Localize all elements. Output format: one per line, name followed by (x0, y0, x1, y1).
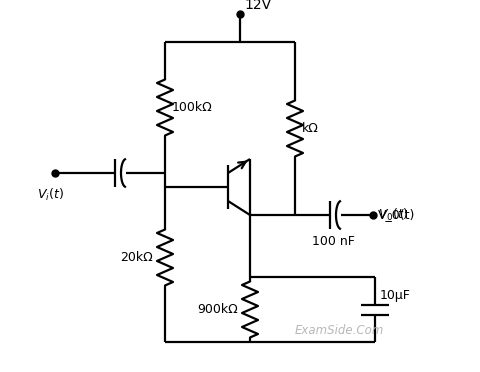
Text: kΩ: kΩ (301, 122, 318, 135)
Text: 12V: 12V (243, 0, 271, 12)
Text: $V_0(t)$: $V_0(t)$ (377, 207, 407, 223)
Text: $V_i(t)$: $V_i(t)$ (36, 187, 63, 203)
Text: 900kΩ: 900kΩ (197, 303, 237, 316)
Text: ExamSide.Com: ExamSide.Com (294, 324, 384, 337)
Text: V_0(t): V_0(t) (377, 208, 415, 221)
Text: 100 nF: 100 nF (311, 235, 354, 248)
Text: 20kΩ: 20kΩ (120, 251, 153, 264)
Text: 10μF: 10μF (379, 289, 410, 301)
Text: 100kΩ: 100kΩ (172, 101, 212, 114)
